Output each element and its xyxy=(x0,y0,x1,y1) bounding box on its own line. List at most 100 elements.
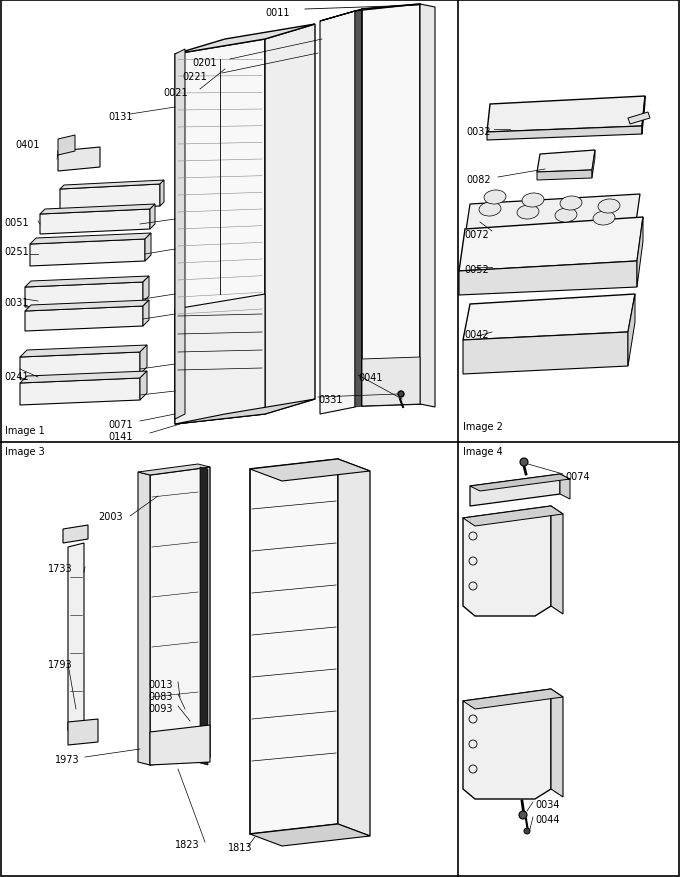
Polygon shape xyxy=(470,474,560,506)
Polygon shape xyxy=(20,353,140,380)
Polygon shape xyxy=(637,217,643,288)
Polygon shape xyxy=(63,525,88,544)
Polygon shape xyxy=(463,506,551,617)
Text: 0074: 0074 xyxy=(565,472,590,481)
Polygon shape xyxy=(463,689,551,799)
Polygon shape xyxy=(463,332,628,374)
Text: 0031: 0031 xyxy=(4,297,29,308)
Text: 0241: 0241 xyxy=(4,372,29,381)
Polygon shape xyxy=(138,473,150,765)
Text: 0051: 0051 xyxy=(4,217,29,228)
Polygon shape xyxy=(40,204,155,215)
Polygon shape xyxy=(250,460,338,834)
Polygon shape xyxy=(355,10,362,408)
Polygon shape xyxy=(459,217,643,272)
Ellipse shape xyxy=(560,196,582,210)
Polygon shape xyxy=(420,5,435,408)
Polygon shape xyxy=(642,96,645,135)
Circle shape xyxy=(524,828,530,834)
Text: 0034: 0034 xyxy=(535,799,560,809)
Text: 2003: 2003 xyxy=(98,511,122,522)
Polygon shape xyxy=(362,5,420,407)
Polygon shape xyxy=(175,50,185,419)
Text: 1973: 1973 xyxy=(55,754,80,764)
Text: 0041: 0041 xyxy=(358,373,382,382)
Polygon shape xyxy=(487,127,642,141)
Polygon shape xyxy=(628,113,650,125)
Text: 0021: 0021 xyxy=(163,88,188,98)
Polygon shape xyxy=(628,295,635,367)
Polygon shape xyxy=(463,506,563,526)
Polygon shape xyxy=(463,295,635,340)
Text: 0251: 0251 xyxy=(4,246,29,257)
Text: 0093: 0093 xyxy=(148,703,173,713)
Polygon shape xyxy=(320,5,420,22)
Polygon shape xyxy=(150,725,210,765)
Text: 0201: 0201 xyxy=(192,58,217,68)
Polygon shape xyxy=(150,467,210,765)
Text: 0083: 0083 xyxy=(148,691,173,702)
Polygon shape xyxy=(200,467,208,765)
Polygon shape xyxy=(362,358,420,407)
Ellipse shape xyxy=(555,209,577,223)
Polygon shape xyxy=(470,474,570,491)
Polygon shape xyxy=(537,151,595,173)
Polygon shape xyxy=(175,25,315,55)
Ellipse shape xyxy=(484,190,506,205)
Polygon shape xyxy=(140,372,147,401)
Polygon shape xyxy=(143,276,149,303)
Circle shape xyxy=(519,811,527,819)
Text: 0071: 0071 xyxy=(108,419,133,430)
Text: Image 3: Image 3 xyxy=(5,446,45,457)
Polygon shape xyxy=(25,301,149,311)
Text: 0042: 0042 xyxy=(464,330,489,339)
Polygon shape xyxy=(265,25,315,415)
Polygon shape xyxy=(175,295,265,424)
Polygon shape xyxy=(25,276,149,288)
Polygon shape xyxy=(20,346,147,358)
Polygon shape xyxy=(320,12,355,415)
Text: 0082: 0082 xyxy=(466,175,491,185)
Polygon shape xyxy=(58,136,75,156)
Polygon shape xyxy=(58,148,100,172)
Text: 1793: 1793 xyxy=(48,660,73,669)
Text: 1813: 1813 xyxy=(228,842,252,852)
Polygon shape xyxy=(463,689,563,709)
Text: Image 2: Image 2 xyxy=(463,422,503,431)
Text: 0011: 0011 xyxy=(265,8,290,18)
Ellipse shape xyxy=(598,200,620,214)
Polygon shape xyxy=(250,824,370,846)
Text: 0141: 0141 xyxy=(108,431,133,441)
Polygon shape xyxy=(160,181,164,207)
Circle shape xyxy=(398,391,404,397)
Text: 1733: 1733 xyxy=(48,563,73,574)
Polygon shape xyxy=(145,234,151,261)
Polygon shape xyxy=(25,307,143,332)
Text: 0013: 0013 xyxy=(148,679,173,689)
Text: 0131: 0131 xyxy=(108,112,133,122)
Polygon shape xyxy=(560,474,570,499)
Polygon shape xyxy=(25,282,143,308)
Polygon shape xyxy=(551,506,563,614)
Polygon shape xyxy=(465,195,640,238)
Polygon shape xyxy=(250,460,370,481)
Text: 0401: 0401 xyxy=(15,139,39,150)
Polygon shape xyxy=(138,465,210,475)
Polygon shape xyxy=(60,181,164,189)
Polygon shape xyxy=(68,719,98,745)
Text: 1823: 1823 xyxy=(175,839,200,849)
Ellipse shape xyxy=(522,194,544,208)
Text: 0044: 0044 xyxy=(535,814,560,824)
Polygon shape xyxy=(30,239,145,267)
Polygon shape xyxy=(537,171,592,181)
Polygon shape xyxy=(150,204,155,230)
Circle shape xyxy=(520,459,528,467)
Ellipse shape xyxy=(593,211,615,225)
Polygon shape xyxy=(592,151,595,179)
Polygon shape xyxy=(30,234,151,245)
Polygon shape xyxy=(140,346,147,374)
Polygon shape xyxy=(20,379,140,405)
Polygon shape xyxy=(175,40,265,424)
Polygon shape xyxy=(143,301,149,326)
Text: 0032: 0032 xyxy=(466,127,491,137)
